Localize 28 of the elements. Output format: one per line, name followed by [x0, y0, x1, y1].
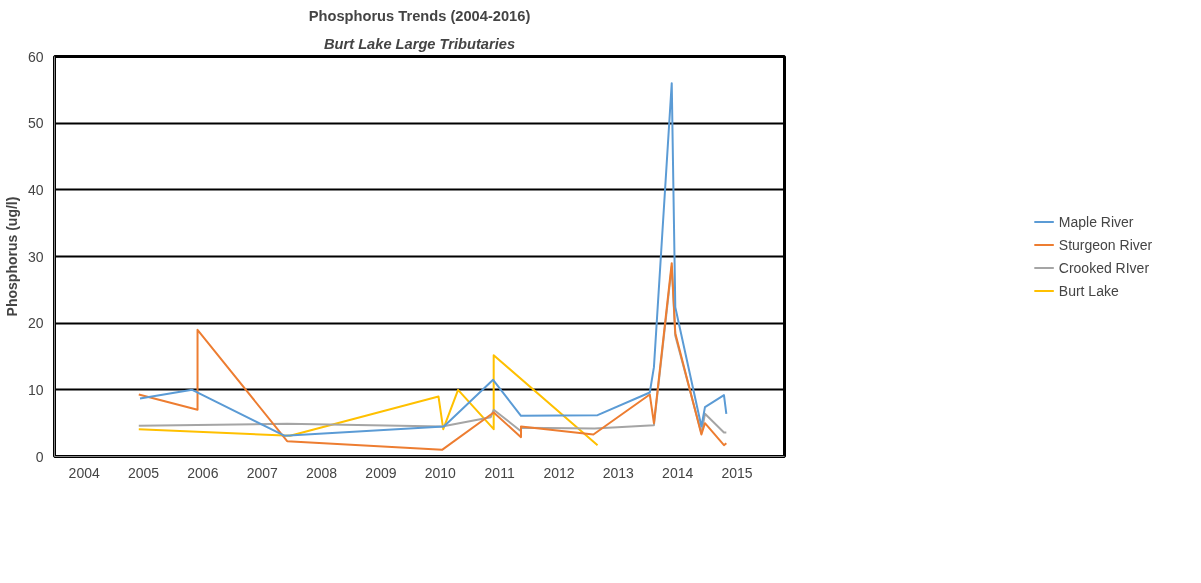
x-tick-label: 2005	[127, 464, 160, 481]
x-tick-label: 2010	[424, 464, 457, 481]
legend-label: Burt Lake	[1058, 282, 1119, 299]
y-tick-label: 50	[27, 115, 44, 132]
x-tick-label: 2004	[68, 464, 100, 481]
x-tick-label: 2015	[721, 464, 753, 481]
legend-label: Crooked RIver	[1058, 259, 1150, 276]
x-tick-label: 2012	[543, 464, 575, 481]
y-tick-label: 30	[27, 248, 44, 265]
x-tick-label: 2006	[187, 464, 219, 481]
chart-subtitle: Burt Lake Large Tributaries	[323, 35, 516, 52]
x-tick-label: 2014	[662, 464, 694, 481]
chart-title: Phosphorus Trends (2004-2016)	[308, 7, 531, 24]
x-tick-label: 2009	[365, 464, 397, 481]
x-tick-label: 2013	[602, 464, 635, 481]
line-series	[138, 82, 728, 437]
y-tick-label: 20	[27, 315, 44, 332]
x-tick-label: 2011	[484, 464, 515, 481]
y-axis-title: Phosphorus (ug/l)	[3, 196, 20, 317]
legend-label: Maple River	[1058, 213, 1134, 230]
legend-label: Sturgeon River	[1058, 236, 1153, 253]
y-tick-label: 10	[27, 381, 44, 398]
y-tick-label: 40	[27, 181, 44, 198]
x-tick-label: 2007	[246, 464, 279, 481]
y-tick-label: 0	[35, 448, 44, 465]
line-series	[137, 354, 599, 447]
x-tick-label: 2008	[306, 464, 338, 481]
y-tick-label: 60	[27, 48, 44, 65]
